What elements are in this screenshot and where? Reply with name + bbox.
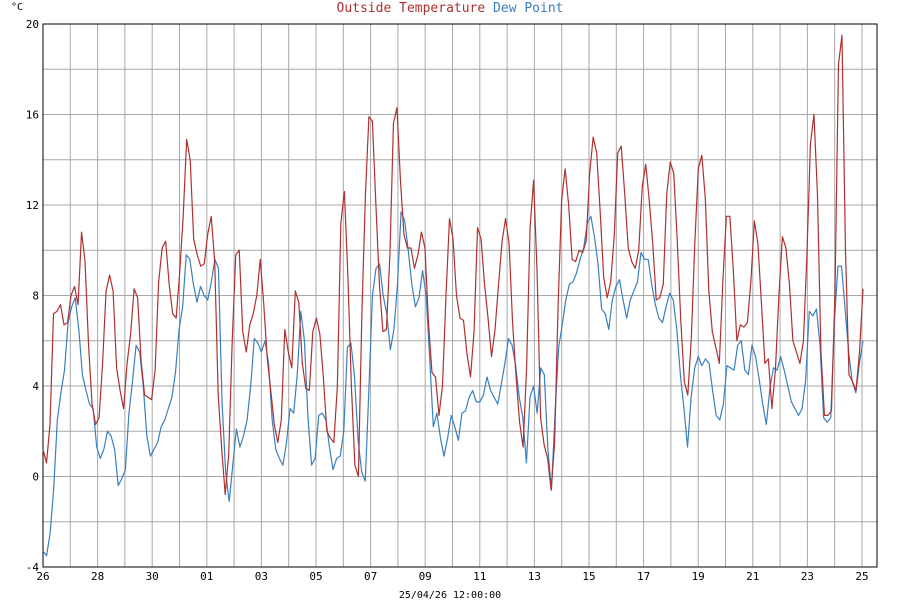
x-tick-label: 05 bbox=[309, 570, 322, 583]
y-axis-unit: °C bbox=[11, 2, 23, 13]
x-axis-ticks: 26 28 30 01 03 05 07 09 11 13 15 17 19 21 23 25 bbox=[36, 570, 868, 583]
y-tick-label: 4 bbox=[32, 380, 39, 393]
x-tick-label: 03 bbox=[255, 570, 268, 583]
x-tick-label: 28 bbox=[91, 570, 104, 583]
x-tick-label: 26 bbox=[36, 570, 49, 583]
x-tick-label: 21 bbox=[746, 570, 759, 583]
grid-lines bbox=[43, 24, 877, 567]
x-tick-label: 17 bbox=[637, 570, 650, 583]
plot-frame bbox=[42, 23, 878, 568]
x-tick-label: 01 bbox=[200, 570, 213, 583]
outside-temperature-line bbox=[42, 34, 864, 496]
legend: Outside Temperature Dew Point bbox=[337, 1, 564, 16]
legend-outside-temperature: Outside Temperature bbox=[337, 1, 486, 16]
y-tick-label: 16 bbox=[26, 109, 39, 122]
x-tick-label: 19 bbox=[692, 570, 705, 583]
y-tick-label: 12 bbox=[26, 199, 39, 212]
legend-dew-point: Dew Point bbox=[493, 1, 563, 16]
series-lines bbox=[42, 34, 864, 557]
x-tick-label: 15 bbox=[582, 570, 595, 583]
x-tick-label: 23 bbox=[801, 570, 814, 583]
y-tick-label: 20 bbox=[26, 18, 39, 31]
y-tick-label: 8 bbox=[32, 290, 39, 303]
y-tick-label: -4 bbox=[26, 561, 40, 574]
x-tick-label: 25 bbox=[855, 570, 868, 583]
x-axis-label: 25/04/26 12:00:00 bbox=[399, 590, 501, 600]
x-tick-label: 07 bbox=[364, 570, 377, 583]
y-axis-ticks: -4 0 4 8 12 16 20 bbox=[26, 18, 40, 574]
y-tick-label: 0 bbox=[32, 471, 39, 484]
dew-point-line bbox=[42, 211, 864, 557]
x-tick-label: 30 bbox=[146, 570, 159, 583]
x-tick-label: 11 bbox=[473, 570, 486, 583]
x-tick-label: 13 bbox=[528, 570, 541, 583]
x-tick-label: 09 bbox=[419, 570, 432, 583]
